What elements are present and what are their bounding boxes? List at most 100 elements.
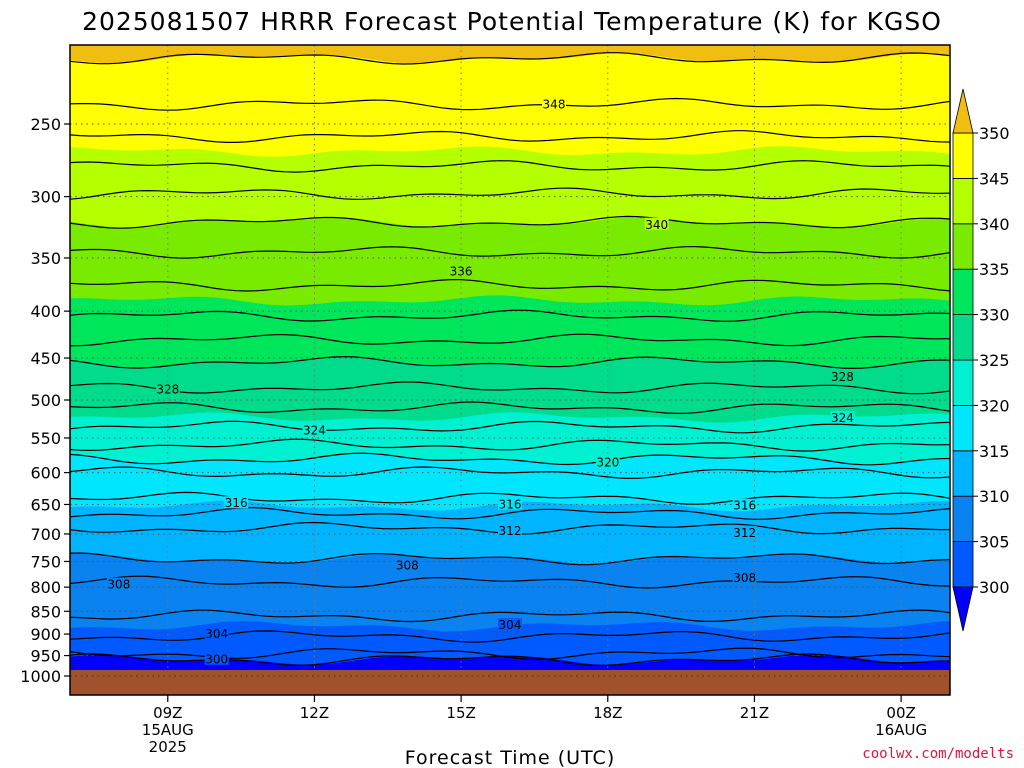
y-tick-label: 750 xyxy=(30,552,61,571)
y-tick-label: 300 xyxy=(30,188,61,207)
colorbar-label: 305 xyxy=(979,533,1010,552)
x-tick-label: 18Z xyxy=(593,704,622,722)
below-ground xyxy=(70,669,950,695)
contour-332 xyxy=(70,333,950,347)
contour-318 xyxy=(70,466,950,480)
contour-label-bg xyxy=(732,571,757,584)
contour-334 xyxy=(70,309,950,322)
contour-label-bg xyxy=(595,455,620,468)
band-345 xyxy=(70,45,950,157)
surface-layer xyxy=(70,669,950,695)
colorbar-segment xyxy=(952,223,974,270)
contour-320 xyxy=(70,452,950,466)
contour-label-bg xyxy=(106,577,131,590)
contour-label-bg xyxy=(204,627,229,640)
contour-label: 348 xyxy=(543,97,566,111)
contour-label-bg xyxy=(449,264,474,277)
colorbar-label: 330 xyxy=(979,306,1010,325)
contour-label: 316 xyxy=(225,496,248,510)
contour-314 xyxy=(70,507,950,520)
contour-322 xyxy=(70,438,950,452)
contour-label-bg xyxy=(155,382,180,395)
contour-label: 324 xyxy=(303,424,326,438)
contour-328 xyxy=(70,381,950,395)
x-axis-label: Forecast Time (UTC) xyxy=(405,747,615,768)
colorbar-label: 350 xyxy=(979,124,1010,143)
colorbar-label: 340 xyxy=(979,215,1010,234)
y-tick-label: 600 xyxy=(30,464,61,483)
colorbar-label: 325 xyxy=(979,351,1010,370)
y-tick-label: 550 xyxy=(30,429,61,448)
colorbar-segment xyxy=(952,495,974,543)
contour-306 xyxy=(70,609,950,623)
colorbar-label: 315 xyxy=(979,442,1010,461)
contour-label: 304 xyxy=(205,627,228,641)
colorbar-segment xyxy=(952,404,974,452)
colorbar-label: 320 xyxy=(979,396,1010,415)
x-tick-label: 12Z xyxy=(300,704,329,722)
colorbar-segment xyxy=(952,541,974,588)
y-tick-label: 500 xyxy=(30,391,61,410)
contour-350 xyxy=(70,52,950,65)
y-tick-label: 400 xyxy=(30,302,61,321)
contour-label-bg xyxy=(302,423,327,436)
x-tick-label: 09Z xyxy=(153,704,182,722)
contour-label: 312 xyxy=(733,526,756,540)
y-tick-label: 350 xyxy=(30,249,61,268)
contour-labels: 348 340 336 328 328 324 324 320 316 316 316 312 312 3… xyxy=(106,97,855,667)
contour-label-bg xyxy=(830,370,855,383)
contour-338 xyxy=(70,245,950,259)
contour-label-bg xyxy=(732,498,757,511)
contour-label: 308 xyxy=(733,571,756,585)
chart-title: 2025081507 HRRR Forecast Potential Tempe… xyxy=(82,7,942,36)
colorbar-label: 310 xyxy=(979,487,1010,506)
contour-label-bg xyxy=(498,497,522,510)
contour-342 xyxy=(70,187,950,200)
colorbar-segment xyxy=(952,132,974,179)
x-tick-label: 00Z xyxy=(886,704,915,722)
contour-330 xyxy=(70,356,950,370)
y-axis: 250 300 350 400 450 500 550 600 650 700 750 800 850 9… xyxy=(20,115,70,686)
plot-frame xyxy=(69,44,951,696)
band-350 xyxy=(70,45,950,64)
credit-text: coolwx.com/modelts xyxy=(862,746,1014,762)
contour-340 xyxy=(70,215,950,229)
y-tick-label: 1000 xyxy=(20,667,61,686)
contour-label-bg xyxy=(542,97,566,110)
contour-label: 308 xyxy=(396,559,419,573)
colorbar-segment xyxy=(952,450,974,497)
contour-324 xyxy=(70,420,950,434)
x-tick-label: 15AUG xyxy=(142,721,194,739)
y-tick-label: 800 xyxy=(30,578,61,597)
contour-label-bg xyxy=(732,525,757,538)
contour-310 xyxy=(70,552,950,566)
contour-316 xyxy=(70,491,950,505)
colorbar-segment xyxy=(952,177,974,225)
contour-label: 304 xyxy=(499,618,522,632)
contour-label-bg xyxy=(395,558,420,571)
y-tick-label: 900 xyxy=(30,625,61,644)
y-tick-label: 850 xyxy=(30,602,61,621)
contour-348 xyxy=(70,97,950,111)
contour-326 xyxy=(70,401,950,415)
contour-label-bg xyxy=(498,618,522,631)
y-tick-label: 450 xyxy=(30,349,61,368)
colorbar-bottom-arrow xyxy=(952,586,974,632)
contour-label-bg xyxy=(498,524,522,537)
colorbar-segment xyxy=(952,359,974,406)
contour-label: 300 xyxy=(205,653,228,667)
colorbar-label: 335 xyxy=(979,260,1010,279)
colorbar-label: 345 xyxy=(979,169,1010,188)
colorbar-segment xyxy=(952,268,974,316)
contour-label: 316 xyxy=(733,499,756,513)
colorbar-top-arrow xyxy=(952,88,974,134)
contour-label: 340 xyxy=(645,218,668,232)
filled-bands xyxy=(70,45,950,695)
contour-label: 320 xyxy=(596,456,619,470)
y-tick-label: 950 xyxy=(30,647,61,666)
y-tick-label: 650 xyxy=(30,495,61,514)
contour-344 xyxy=(70,160,950,173)
contour-label: 312 xyxy=(499,524,522,538)
